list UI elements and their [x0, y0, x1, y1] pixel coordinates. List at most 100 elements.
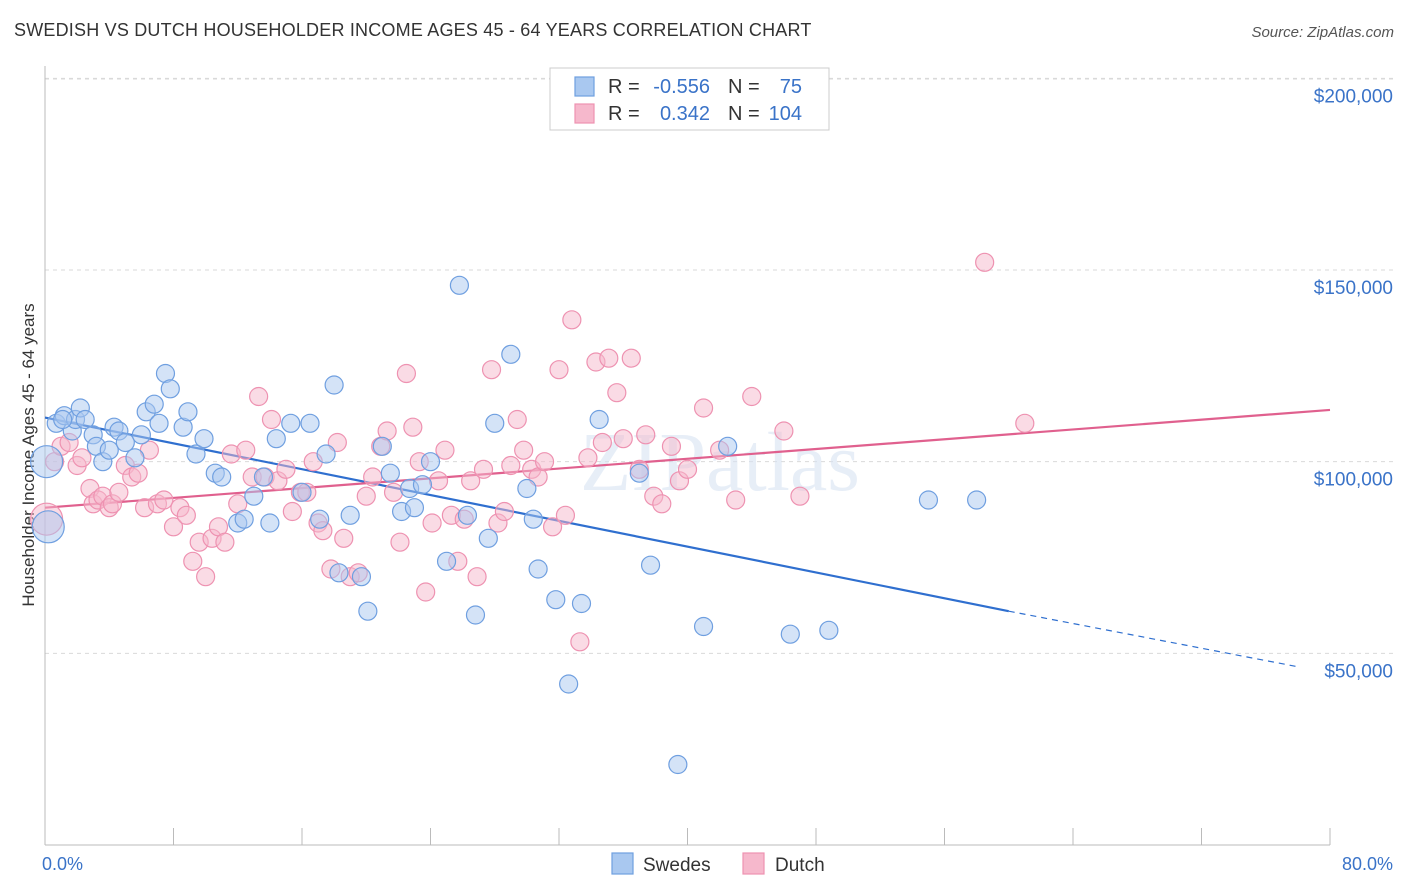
y-tick-label: $100,000 [1314, 470, 1393, 491]
series-legend: Swedes Dutch [611, 852, 825, 876]
swedes-point [449, 275, 470, 295]
dutch-point [607, 383, 627, 403]
dutch-point [578, 448, 598, 468]
swedes-point [244, 486, 264, 506]
swedes-point [457, 505, 478, 525]
dutch-point [176, 505, 196, 525]
dutch-point [249, 386, 269, 407]
legend-n-value: 104 [769, 103, 802, 125]
legend-swatch-dutch [574, 103, 595, 124]
dutch-point [109, 482, 129, 502]
swedes-point [53, 409, 73, 430]
swedes-point [186, 444, 206, 464]
dutch-point [196, 567, 216, 587]
swedes-point [640, 555, 661, 575]
dutch-point [514, 440, 534, 460]
dutch-point [396, 363, 417, 384]
dutch-point [334, 528, 354, 548]
dutch-point [163, 517, 184, 537]
dutch-point [677, 459, 698, 479]
dutch-point [363, 467, 383, 487]
dutch-point [501, 455, 521, 476]
dutch-point [383, 482, 404, 502]
swedes-point [412, 475, 433, 495]
legend-r-label: R = [608, 76, 640, 98]
swedes-point [75, 409, 95, 430]
dutch-point [636, 425, 656, 445]
dutch-point [542, 517, 563, 537]
swedes-point [668, 754, 688, 775]
dutch-point [742, 386, 762, 407]
legend-swatch-swedes [611, 852, 634, 875]
grid-lines [45, 77, 1395, 654]
swedes-point [436, 551, 457, 571]
swedes-point [131, 425, 151, 445]
swedes-trend-extension [1008, 610, 1298, 668]
legend-r-label: R = [608, 103, 640, 125]
dutch-point [555, 505, 576, 525]
swedes-point [31, 510, 65, 544]
swedes-point [253, 467, 274, 487]
swedes-point [281, 413, 301, 433]
swedes-point [234, 509, 254, 529]
swedes-point [316, 444, 336, 464]
dutch-point [390, 532, 410, 552]
swedes-point [523, 509, 543, 529]
swedes-point [266, 429, 286, 449]
chart-source: Source: ZipAtlas.com [1251, 24, 1394, 41]
swedes-point [194, 429, 214, 449]
dutch-point [790, 486, 810, 506]
dutch-point [570, 632, 590, 652]
swedes-point [718, 436, 738, 456]
legend-n-value: 75 [780, 76, 802, 98]
swedes-point [125, 448, 145, 468]
legend-swatch-dutch [742, 852, 765, 875]
swedes-point [819, 620, 839, 640]
swedes-point [420, 452, 441, 472]
correlation-legend: R = -0.556 N = 75 R = 0.342 N = 104 [549, 67, 830, 131]
swedes-point [404, 498, 425, 518]
swedes-point [160, 379, 180, 399]
dutch-point [422, 513, 442, 533]
swedes-point [310, 509, 330, 529]
swedes-point [629, 463, 649, 483]
dutch-point [534, 452, 555, 472]
y-tick-label: $50,000 [1324, 661, 1393, 682]
swedes-point [292, 482, 312, 502]
legend-r-value: -0.556 [653, 76, 710, 98]
swedes-point [546, 590, 566, 610]
dutch-point [236, 440, 256, 460]
swedes-point [380, 463, 400, 483]
swedes-point [918, 490, 939, 510]
dutch-point [975, 252, 995, 272]
dutch-point [428, 471, 449, 491]
dutch-point [507, 409, 527, 430]
swedes-point [517, 478, 537, 499]
swedes-point [571, 593, 592, 614]
dutch-point [481, 360, 502, 380]
dutch-point [154, 490, 174, 510]
swedes-point [144, 394, 164, 414]
dutch-point [276, 459, 296, 479]
dutch-point [403, 417, 423, 437]
dutch-point [1015, 413, 1035, 433]
dutch-point [599, 348, 619, 368]
swedes-point [559, 674, 579, 694]
dutch-point [416, 582, 436, 602]
dutch-point [435, 440, 455, 460]
y-tick-label: $150,000 [1314, 278, 1393, 299]
dutch-point [282, 501, 302, 522]
dutch-point [215, 532, 235, 552]
swedes-point [351, 567, 372, 587]
dutch-point [549, 360, 569, 380]
dutch-point [467, 567, 487, 587]
dutch-point [261, 409, 282, 430]
legend-swatch-swedes [574, 76, 595, 97]
swedes-point [358, 601, 378, 621]
swedes-point [260, 513, 280, 533]
dutch-point [592, 432, 612, 453]
swedes-point [780, 624, 800, 644]
dutch-point [183, 551, 203, 571]
legend-label-swedes: Swedes [643, 855, 711, 876]
legend-n-label: N = [728, 76, 760, 98]
